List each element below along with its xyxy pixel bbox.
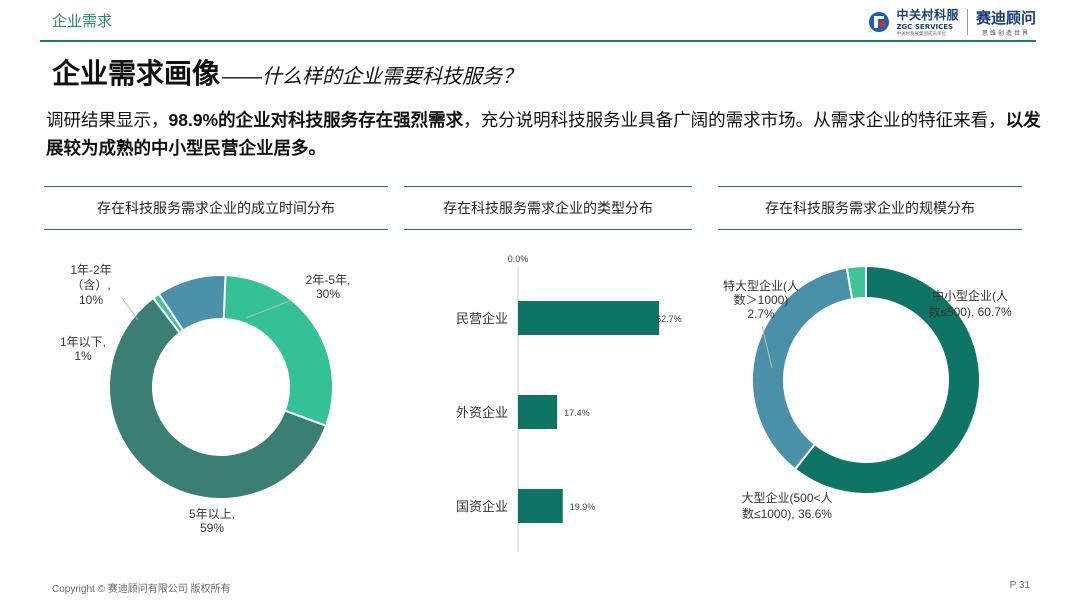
logo-divider: [966, 8, 968, 35]
donut-slice: [157, 274, 227, 332]
ccid-logo-text: 赛迪顾问 思维创造世界: [976, 7, 1036, 37]
data-label-sme: 中小型企业(人数≤500), 60.7%: [928, 288, 1012, 319]
data-label-1-2-years: 1年-2年（含）, 10%: [70, 263, 111, 307]
leader-line: [121, 297, 139, 321]
zgc-logo-icon: [869, 11, 890, 32]
intro-text-2: ，充分说明科技服务业具备广阔的需求市场。从需求企业的特征来看，: [463, 110, 1006, 130]
panel-title-type: 存在科技服务需求企业的类型分布: [404, 186, 692, 230]
enterprise-scale-donut-chart: 中小型企业(人数≤500), 60.7% 大型企业(500<人数≤1000), 3…: [723, 264, 1012, 521]
ccid-name: 赛迪顾问: [975, 8, 1036, 27]
category-label: 民营企业: [456, 311, 508, 326]
data-label-over-5-years: 5年以上, 59%: [189, 507, 235, 535]
bar: [518, 395, 558, 429]
zgc-logo-text: 中关村科服 ZGC SERVICES 中关村发展集团成员单位: [896, 6, 959, 37]
header-divider: [40, 40, 1036, 42]
zgc-sub: 中关村发展集团成员单位: [896, 32, 946, 37]
data-label-under-1-year: 1年以下, 1%: [60, 335, 106, 363]
category-label: 国资企业: [456, 499, 508, 514]
founding-time-donut-chart: 2年-5年, 30% 5年以上, 59% 1年以下, 1% 1年-2年（含）, 10%: [60, 263, 351, 535]
zgc-en: ZGC SERVICES: [896, 23, 954, 31]
category-label: 外资企业: [456, 405, 508, 420]
footer-page-number: P 31: [1009, 580, 1030, 591]
data-label-large: 大型企业(500<人数≤1000), 36.6%: [741, 490, 832, 521]
page-title-sub: ——什么样的企业需要科技服务？: [222, 66, 523, 88]
data-label-extra-large: 特大型企业(人数＞1000) 2.7%: [723, 278, 799, 321]
bar: [518, 489, 563, 523]
page-title: 企业需求画像 ——什么样的企业需要科技服务？: [52, 52, 522, 92]
donut-slice: [222, 274, 334, 428]
intro-paragraph: 调研结果显示，98.9%的企业对科技服务存在强烈需求，充分说明科技服务业具备广阔…: [46, 106, 1042, 162]
intro-bold-1: 98.9%的企业对科技服务存在强烈需求: [168, 110, 464, 130]
intro-text-1: 调研结果显示，: [46, 110, 169, 130]
axis-start-label: 0.0%: [508, 254, 529, 264]
donut-slice: [108, 296, 328, 500]
data-label-2-5-years: 2年-5年, 30%: [306, 273, 351, 301]
donut-slice: [845, 264, 867, 301]
brand-logos: 中关村科服 ZGC SERVICES 中关村发展集团成员单位 赛迪顾问 思维创造…: [868, 6, 1036, 37]
value-label: 19.9%: [570, 502, 596, 512]
panel-title-founding: 存在科技服务需求企业的成立时间分布: [44, 186, 388, 230]
leader-line: [761, 325, 773, 369]
intro-bold-2: 以发展较为成熟的中小型民营企业居多。: [46, 110, 1041, 158]
value-label: 17.4%: [564, 408, 590, 418]
section-label: 企业需求: [52, 13, 113, 30]
zgc-name: 中关村科服: [896, 8, 959, 22]
donut-slice: [793, 264, 981, 495]
panel-title-scale: 存在科技服务需求企业的规模分布: [718, 186, 1022, 230]
leader-line: [245, 299, 293, 319]
donut-slice: [751, 266, 854, 471]
ccid-slogan: 思维创造世界: [981, 30, 1030, 37]
enterprise-type-bar-chart: 0.0% 民营企业 62.7% 外资企业 17.4% 国资企业 19.9%: [456, 254, 682, 552]
value-label: 62.7%: [656, 314, 682, 324]
bar: [518, 301, 660, 335]
page-title-main: 企业需求画像: [52, 58, 221, 89]
footer-copyright: Copyright © 赛迪顾问有限公司 版权所有: [52, 584, 231, 595]
